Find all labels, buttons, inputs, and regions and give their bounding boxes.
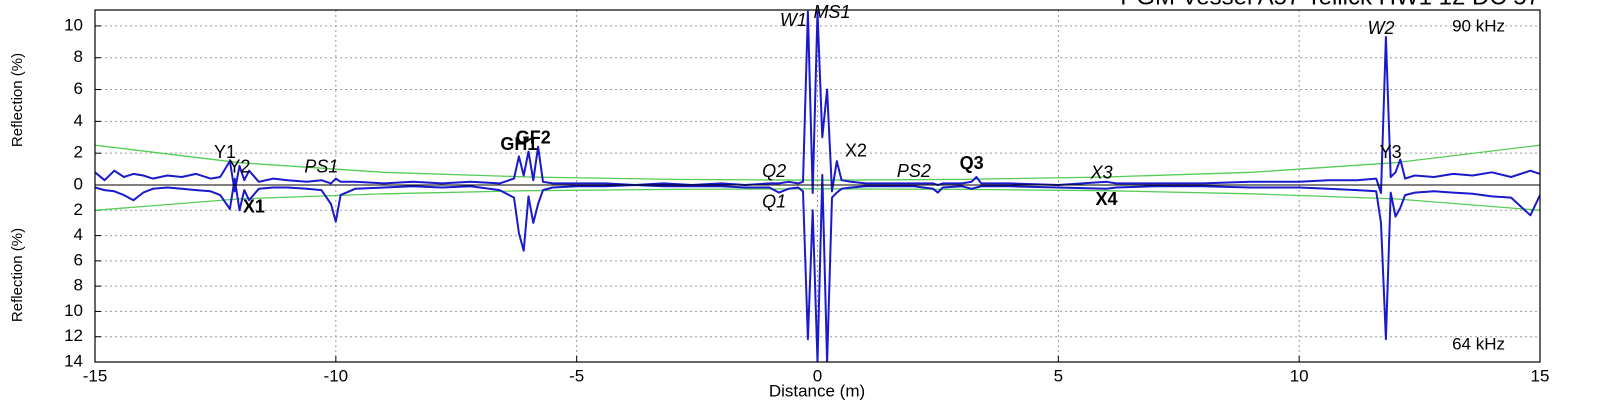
annotation: X4 bbox=[1095, 189, 1117, 209]
chart-title: PGM Vessel A57 Tellick HW1 12 DC 57 bbox=[1120, 0, 1540, 10]
annotation: W2 bbox=[1368, 18, 1395, 38]
annotation: X1 bbox=[243, 197, 265, 217]
threshold-line bbox=[95, 188, 1540, 211]
x-tick-label: 15 bbox=[1531, 366, 1550, 385]
plot-area bbox=[95, 10, 1540, 362]
y2-tick-label: 2 bbox=[74, 200, 83, 219]
y2-tick-label: 8 bbox=[74, 276, 83, 295]
plot-frame bbox=[94, 9, 1541, 363]
annotation: W1 bbox=[780, 10, 807, 30]
y-tick-label: 2 bbox=[74, 143, 83, 162]
annotation: Y3 bbox=[1380, 142, 1402, 162]
y-tick-label: 8 bbox=[74, 47, 83, 66]
annotation: Q3 bbox=[960, 153, 984, 173]
y-tick-label: 10 bbox=[64, 15, 83, 34]
signal-line bbox=[95, 10, 1540, 194]
y2-tick-label: 14 bbox=[64, 351, 83, 370]
annotation: Q2 bbox=[762, 161, 786, 181]
x-tick-label: -5 bbox=[569, 366, 584, 385]
annotation: GF2 bbox=[516, 128, 551, 148]
x-axis-label: Distance (m) bbox=[769, 381, 865, 400]
annotation: PS2 bbox=[897, 161, 931, 181]
series-label: 90 kHz bbox=[1452, 16, 1505, 35]
annotation: PS1 bbox=[304, 156, 338, 176]
x-tick-label: 0 bbox=[813, 366, 822, 385]
x-tick-label: 5 bbox=[1054, 366, 1063, 385]
series-label: 64 kHz bbox=[1452, 334, 1505, 353]
x-tick-label: -10 bbox=[324, 366, 349, 385]
annotation: Y2 bbox=[228, 156, 250, 176]
y2-tick-label: 10 bbox=[64, 301, 83, 320]
y2-tick-label: 4 bbox=[74, 225, 83, 244]
threshold-line bbox=[95, 144, 1540, 181]
y-tick-label: 4 bbox=[74, 111, 83, 130]
annotation: Y1 bbox=[214, 142, 236, 162]
annotation: X2 bbox=[845, 140, 867, 160]
annotation: GH1 bbox=[500, 134, 537, 154]
annotation: MS1 bbox=[813, 2, 850, 22]
y-tick-label: 0 bbox=[74, 174, 83, 193]
y-axis-label: Reflection (%) bbox=[9, 53, 26, 147]
annotation: Q1 bbox=[762, 191, 786, 211]
x-tick-label: -15 bbox=[83, 366, 108, 385]
annotation: X3 bbox=[1090, 163, 1113, 183]
y2-tick-label: 12 bbox=[64, 326, 83, 345]
signal-line bbox=[95, 173, 1540, 362]
y-tick-label: 6 bbox=[74, 79, 83, 98]
x-tick-label: 10 bbox=[1290, 366, 1309, 385]
y2-axis-label: Reflection (%) bbox=[9, 228, 26, 322]
y2-tick-label: 6 bbox=[74, 250, 83, 269]
